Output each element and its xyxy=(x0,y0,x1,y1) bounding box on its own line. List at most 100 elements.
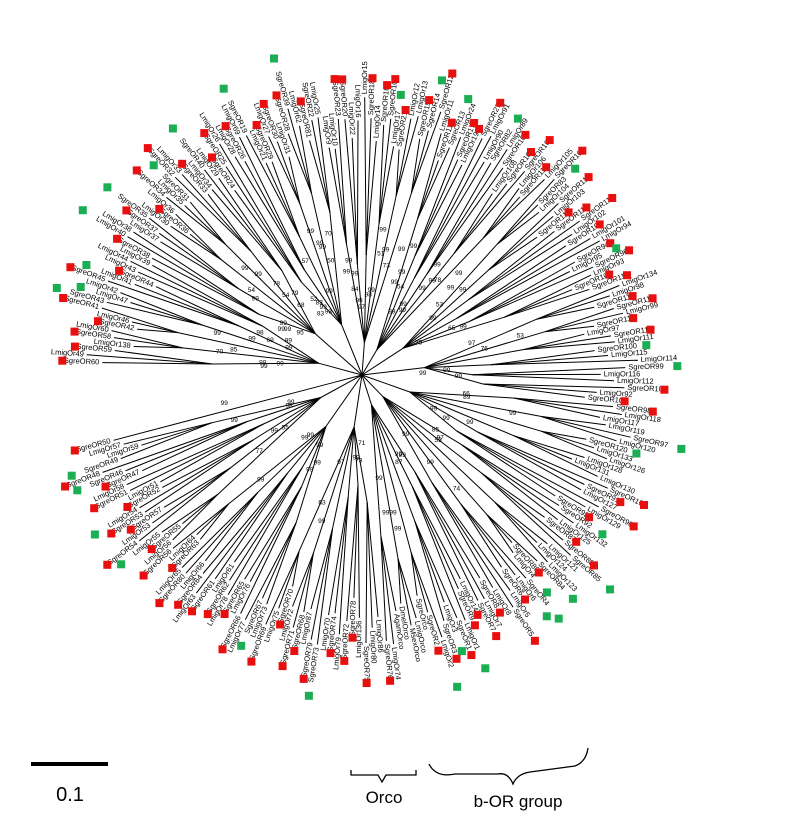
branch-leaf-edge xyxy=(172,493,219,541)
bootstrap-value: 99 xyxy=(355,298,363,305)
branch-leaf-edge xyxy=(102,421,248,473)
branch-root-edge xyxy=(361,374,410,393)
branch-internal-edge xyxy=(230,397,322,469)
branch-internal-edge xyxy=(301,426,327,487)
branch-leaf-edge xyxy=(461,444,559,520)
leaf-label: LmigOr17 xyxy=(389,110,402,144)
branch-leaf-edge xyxy=(453,183,508,254)
red-square-marker xyxy=(452,654,461,663)
branch-leaf-edge xyxy=(120,422,213,460)
branch-leaf-edge xyxy=(276,141,301,204)
red-square-marker xyxy=(368,74,377,83)
bootstrap-value: 55 xyxy=(282,424,290,431)
red-square-marker xyxy=(625,246,634,255)
leaf-label: SgreOR98 xyxy=(616,402,652,415)
branch-leaf-edge xyxy=(133,346,183,349)
branch-internal-edge xyxy=(347,426,355,498)
leaf-label: SgreOR18 xyxy=(366,80,376,116)
branch-leaf-edge xyxy=(414,138,483,279)
branch-leaf-edge xyxy=(130,260,263,327)
branch-leaf-edge xyxy=(467,231,555,301)
branch-internal-edge xyxy=(217,397,322,495)
branch-leaf-edge xyxy=(456,430,556,497)
branch-leaf-edge xyxy=(120,292,203,326)
bootstrap-value: 99 xyxy=(214,330,222,337)
branch-leaf-edge xyxy=(111,330,183,349)
branch-leaf-edge xyxy=(328,147,348,245)
branch-leaf-edge xyxy=(166,196,226,245)
branch-leaf-edge xyxy=(364,97,367,256)
bootstrap-value: 97 xyxy=(358,304,366,311)
leaf-label: LmigOr16 xyxy=(353,84,363,117)
branch-leaf-edge xyxy=(416,160,439,220)
branch-leaf-edge xyxy=(292,553,314,628)
branch-leaf-edge xyxy=(365,141,377,256)
branch-internal-edge xyxy=(312,426,355,554)
branch-leaf-edge xyxy=(496,178,555,245)
branch-leaf-edge xyxy=(410,130,429,194)
green-square-marker xyxy=(571,164,580,173)
green-square-marker xyxy=(219,84,228,93)
branch-leaf-edge xyxy=(514,397,614,408)
bootstrap-value: 99 xyxy=(447,284,455,291)
bootstrap-value: 54 xyxy=(397,284,405,291)
red-square-marker xyxy=(391,75,400,84)
branch-leaf-edge xyxy=(123,422,213,445)
branch-leaf-edge xyxy=(366,502,373,628)
branch-leaf-edge xyxy=(152,264,263,327)
branch-internal-edge xyxy=(346,244,365,343)
branch-leaf-edge xyxy=(456,240,600,319)
red-square-marker xyxy=(122,206,131,215)
branch-leaf-edge xyxy=(287,133,312,194)
branch-leaf-edge xyxy=(292,553,314,607)
branch-leaf-edge xyxy=(414,137,462,256)
branch-internal-edge xyxy=(402,316,505,349)
branches-layer xyxy=(86,97,638,645)
bor-bracket: b-OR group xyxy=(428,747,589,811)
branch-leaf-edge xyxy=(395,149,400,196)
branch-leaf-edge xyxy=(411,486,459,590)
red-square-marker xyxy=(178,159,187,168)
branch-leaf-edge xyxy=(346,484,359,622)
branch-internal-edge xyxy=(382,396,482,474)
branch-leaf-edge xyxy=(481,472,545,518)
branch-leaf-edge xyxy=(544,325,595,333)
bootstrap-value: 99 xyxy=(443,367,451,374)
branch-leaf-edge xyxy=(311,120,331,213)
branch-leaf-edge xyxy=(378,146,395,224)
red-square-marker xyxy=(220,610,229,618)
bootstrap-value: 98 xyxy=(285,402,293,409)
branch-internal-edge xyxy=(281,270,316,334)
branch-leaf-edge xyxy=(397,558,412,626)
branch-leaf-edge xyxy=(494,501,548,545)
branch-root-edge xyxy=(353,374,363,428)
branch-internal-edge xyxy=(301,281,342,326)
branch-leaf-edge xyxy=(353,484,359,598)
branch-internal-edge xyxy=(353,426,359,486)
branch-internal-edge xyxy=(371,404,382,537)
branch-leaf-edge xyxy=(467,233,573,301)
branch-leaf-edge xyxy=(467,220,580,301)
branch-leaf-edge xyxy=(365,502,368,644)
branch-leaf-edge xyxy=(469,266,594,322)
branch-root-edge xyxy=(314,333,363,376)
red-square-marker xyxy=(147,545,156,554)
branch-internal-edge xyxy=(409,391,514,437)
branch-internal-edge xyxy=(382,396,463,446)
branch-internal-edge xyxy=(287,426,327,474)
branch-leaf-edge xyxy=(239,136,306,271)
branch-root-edge xyxy=(361,349,378,376)
bootstrap-value: 9999 xyxy=(382,510,397,517)
branch-root-edge xyxy=(318,362,363,376)
branch-leaf-edge xyxy=(482,179,545,239)
branch-leaf-edge xyxy=(378,124,385,224)
bootstrap-value: 70 xyxy=(324,231,332,238)
red-square-marker xyxy=(564,208,573,217)
bootstrap-value: 99 xyxy=(343,268,351,275)
leaf-label: LmigOr112 xyxy=(617,376,654,386)
bootstrap-value: 99 xyxy=(285,338,293,345)
bootstrap-value: 53 xyxy=(436,301,444,308)
branch-leaf-edge xyxy=(414,164,463,257)
branch-leaf-edge xyxy=(378,118,392,224)
leaf-label: SgreOR75 xyxy=(362,646,372,682)
